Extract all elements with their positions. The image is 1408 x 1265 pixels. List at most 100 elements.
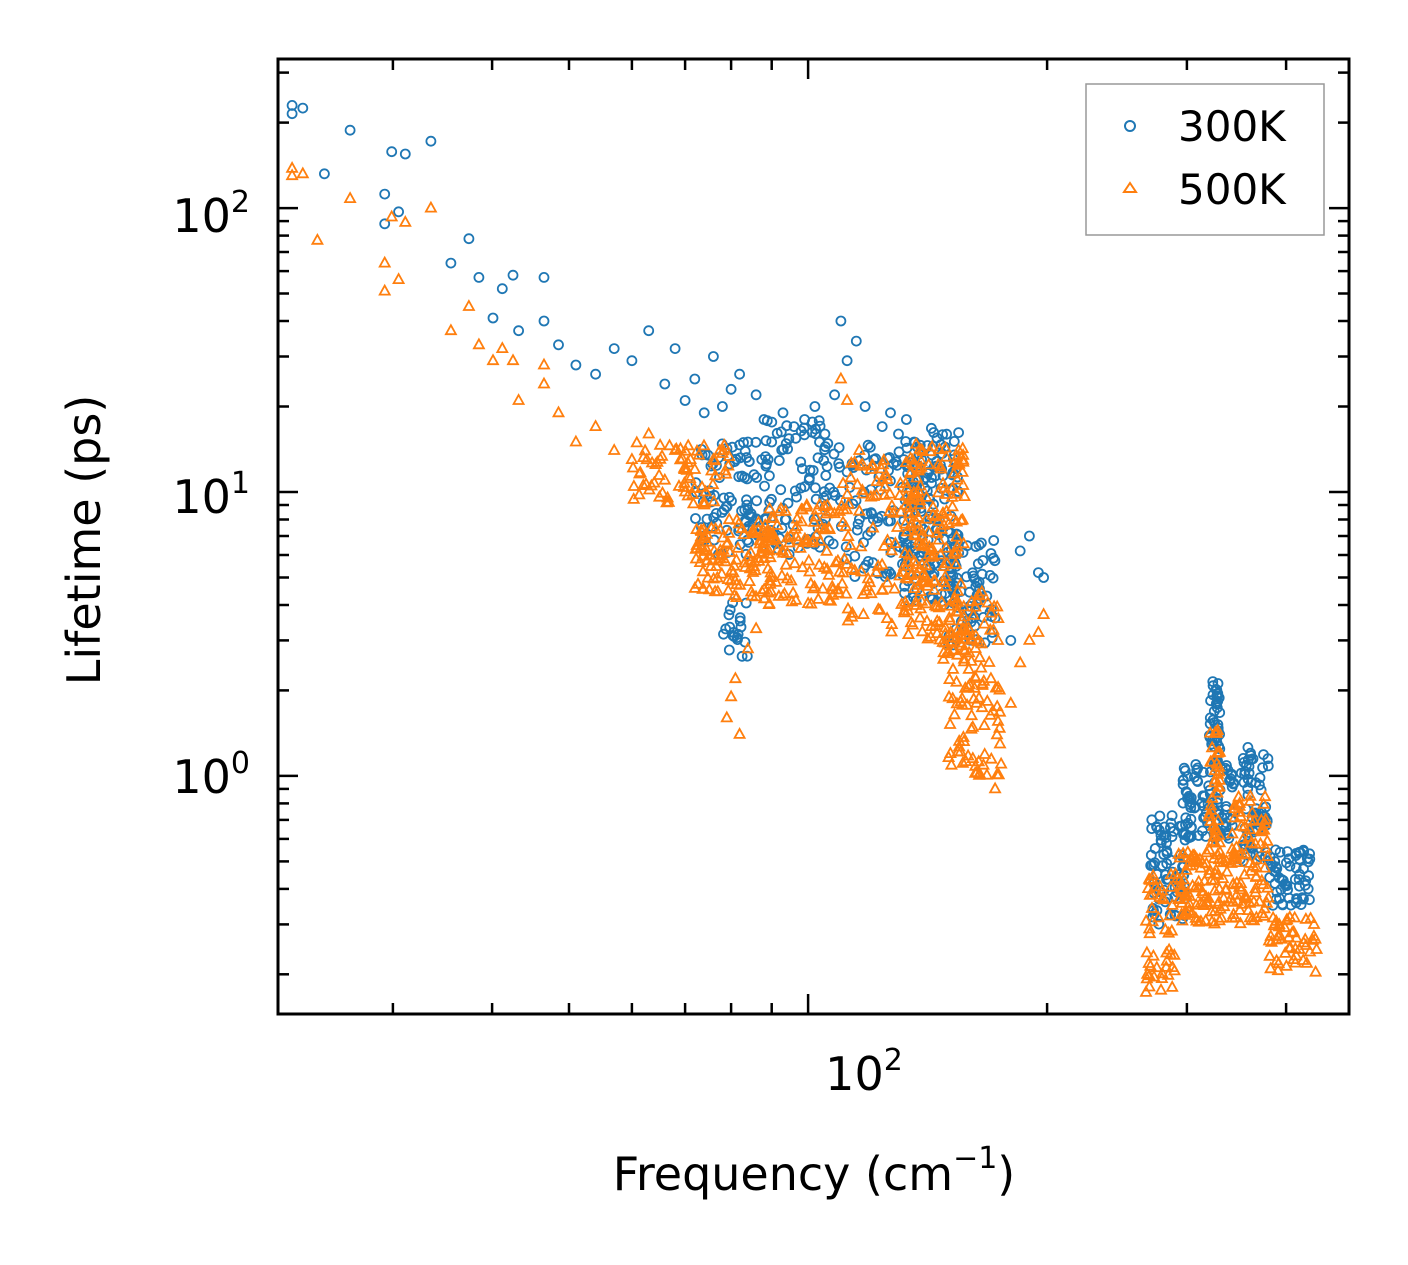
point-300K-27	[669, 343, 681, 355]
point-500K-303	[758, 517, 772, 530]
point-500K-296	[802, 564, 817, 577]
point-500K-316	[832, 564, 847, 577]
point-500K-770	[1165, 923, 1179, 936]
point-500K-726	[957, 599, 971, 612]
point-500K-758	[1163, 908, 1177, 921]
point-500K-183	[735, 521, 749, 534]
point-300K-174	[739, 636, 751, 648]
point-500K-363	[915, 624, 929, 637]
point-500K-985	[1242, 830, 1256, 842]
point-500K-204	[707, 543, 721, 556]
point-300K-334	[850, 495, 862, 507]
point-300K-641	[1154, 810, 1166, 822]
point-500K-267	[775, 568, 789, 581]
point-500K-109	[690, 443, 704, 456]
point-300K-257	[810, 493, 822, 505]
point-500K-874	[1205, 914, 1219, 927]
point-500K-302	[823, 504, 837, 517]
point-500K-65	[697, 438, 711, 451]
point-500K-434	[842, 497, 856, 509]
point-300K-19	[538, 315, 550, 327]
point-300K-322	[862, 439, 874, 451]
point-300K-21	[570, 359, 582, 371]
point-500K-289	[763, 577, 777, 589]
point-500K-589	[918, 570, 932, 583]
point-500K-594	[924, 629, 938, 642]
point-500K-411	[874, 461, 889, 474]
point-300K-221	[799, 481, 811, 493]
point-300K-64	[1005, 635, 1017, 646]
point-500K-669	[976, 757, 990, 770]
point-300K-747	[1181, 787, 1193, 799]
point-500K-98	[683, 452, 698, 464]
point-500K-730	[1151, 910, 1166, 923]
point-500K-76	[673, 452, 687, 465]
point-500K-880	[1188, 855, 1202, 867]
point-500K-597	[909, 515, 924, 528]
point-500K-724	[969, 695, 984, 708]
point-500K-320	[789, 592, 803, 605]
point-500K-75	[661, 495, 675, 507]
point-300K-774	[1214, 707, 1226, 718]
point-500K-213	[718, 554, 732, 567]
point-300K-127	[743, 456, 755, 468]
point-300K-163	[734, 612, 746, 624]
point-500K-675	[969, 671, 983, 683]
point-500K-625	[980, 767, 994, 780]
point-500K-734	[1139, 985, 1153, 997]
point-500K-988	[1250, 852, 1264, 865]
point-300K-228	[820, 470, 832, 481]
point-500K-1009	[1237, 819, 1251, 832]
point-500K-907	[1203, 725, 1217, 738]
point-300K-268	[798, 422, 810, 434]
point-500K-704	[966, 751, 980, 763]
point-500K-11	[444, 323, 458, 336]
point-500K-85	[655, 485, 670, 498]
point-500K-515	[956, 512, 970, 525]
point-500K-882	[1174, 884, 1188, 896]
point-500K-46	[1013, 655, 1027, 668]
point-300K-241	[807, 416, 818, 428]
point-500K-916	[1207, 829, 1221, 842]
point-500K-1007	[1245, 805, 1259, 818]
point-300K-7	[386, 146, 398, 158]
point-500K-314	[809, 509, 823, 522]
point-500K-341	[848, 563, 862, 575]
point-500K-1049	[1282, 940, 1296, 953]
point-500K-301	[760, 524, 774, 537]
point-500K-473	[921, 631, 935, 644]
point-500K-763	[1146, 873, 1160, 885]
point-300K-728	[1184, 799, 1196, 810]
point-300K-481	[952, 529, 964, 541]
point-500K-1030	[1279, 958, 1293, 971]
point-500K-177	[738, 560, 752, 572]
point-500K-21	[569, 434, 583, 447]
point-500K-9	[398, 215, 412, 227]
point-300K-909	[1290, 848, 1302, 859]
point-300K-628	[1151, 821, 1162, 832]
point-300K-26	[659, 378, 671, 390]
point-500K-923	[1205, 790, 1219, 803]
point-500K-925	[1213, 772, 1227, 785]
point-500K-606	[935, 521, 949, 534]
point-500K-555	[956, 478, 970, 490]
point-500K-898	[1210, 785, 1224, 798]
point-500K-918	[1202, 809, 1216, 822]
point-500K-660	[982, 655, 996, 667]
point-500K-470	[901, 571, 915, 584]
point-500K-29	[688, 462, 702, 474]
point-500K-647	[954, 694, 968, 707]
point-500K-1056	[1266, 910, 1280, 923]
point-300K-33	[725, 383, 737, 395]
point-500K-850	[1168, 866, 1182, 879]
point-500K-287	[817, 560, 831, 572]
x-tick-label-100: 102	[825, 1043, 903, 1101]
point-500K-705	[946, 643, 961, 656]
point-300K-349	[851, 524, 863, 536]
point-500K-268	[820, 506, 834, 519]
point-500K-358	[840, 487, 854, 499]
point-300K-724	[1228, 777, 1240, 789]
point-500K-1048	[1271, 963, 1285, 976]
point-500K-1028	[1288, 910, 1302, 923]
point-500K-753	[1140, 971, 1154, 984]
